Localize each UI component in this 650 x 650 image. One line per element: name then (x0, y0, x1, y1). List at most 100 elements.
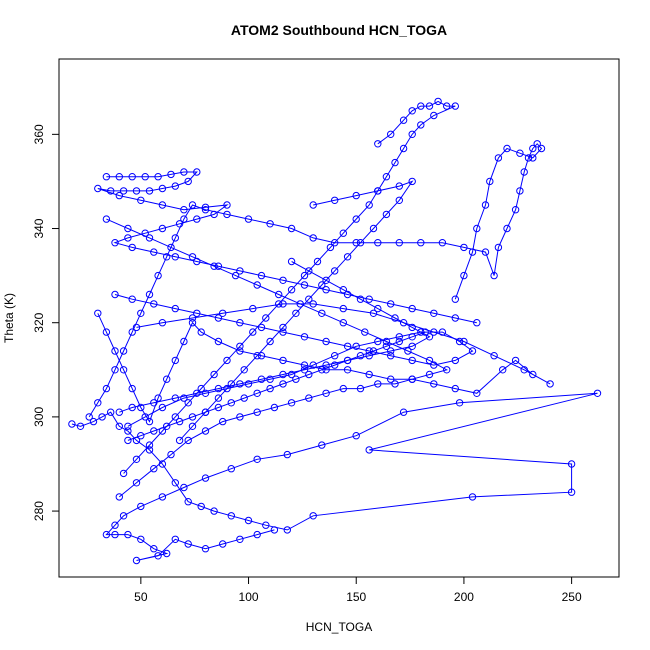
data-point (318, 441, 326, 449)
data-point (511, 206, 520, 214)
data-point (408, 130, 416, 139)
data-point (382, 210, 391, 219)
data-point (244, 516, 253, 525)
data-point (279, 356, 287, 365)
x-axis-label: HCN_TOGA (306, 620, 372, 634)
data-point (141, 173, 149, 181)
data-point (236, 347, 244, 355)
data-point (352, 432, 360, 440)
x-tick-label-3: 200 (454, 590, 474, 604)
data-point (356, 239, 365, 247)
data-point (468, 248, 477, 256)
data-point (499, 366, 507, 374)
data-point (343, 290, 352, 299)
data-point (287, 224, 296, 233)
y-axis: 280 300 320 340 360 (32, 124, 59, 521)
data-point (339, 286, 347, 294)
data-point (270, 403, 279, 412)
data-point (253, 408, 261, 416)
data-point (150, 465, 158, 473)
data-point (391, 158, 399, 167)
data-point (89, 417, 98, 426)
data-point (318, 309, 326, 317)
data-point (279, 380, 287, 388)
data-point (128, 403, 136, 412)
data-point (253, 455, 261, 463)
data-point (382, 173, 391, 181)
data-point (184, 540, 192, 548)
data-point (481, 201, 490, 209)
series-line-2 (97, 171, 477, 324)
data-point (279, 276, 287, 284)
data-point (451, 356, 459, 365)
data-point (171, 535, 180, 543)
data-point (417, 239, 425, 247)
data-point (132, 187, 141, 195)
data-point (158, 319, 167, 327)
data-point (188, 314, 197, 322)
data-point (567, 460, 576, 468)
data-point (369, 309, 378, 317)
data-point (529, 154, 537, 162)
data-point (188, 319, 197, 327)
data-point (546, 380, 554, 388)
data-point (137, 309, 145, 317)
data-point (175, 417, 184, 426)
data-point (490, 352, 498, 360)
x-tick-label-1: 100 (239, 590, 259, 604)
data-point (150, 427, 158, 435)
data-point (494, 154, 503, 162)
data-point (503, 224, 511, 233)
data-point (331, 267, 339, 275)
data-point (425, 370, 434, 379)
data-point (296, 300, 304, 308)
data-point (201, 545, 210, 553)
data-point (279, 323, 287, 332)
data-point (408, 333, 416, 341)
data-point (249, 328, 257, 336)
data-point (102, 215, 111, 223)
data-point (339, 384, 347, 393)
data-point (184, 399, 192, 407)
series-5 (111, 290, 477, 430)
data-point (201, 203, 210, 212)
data-point (201, 389, 210, 397)
data-point (287, 370, 296, 379)
data-point (167, 243, 175, 252)
data-point (236, 319, 244, 327)
data-point (124, 224, 132, 233)
data-point (322, 286, 330, 294)
data-point (404, 347, 412, 355)
data-point (158, 201, 167, 209)
data-point (533, 140, 541, 148)
data-point (318, 366, 326, 374)
y-tick-label-3: 340 (32, 218, 46, 238)
data-point (253, 389, 261, 397)
data-point (132, 455, 141, 463)
data-point (387, 352, 395, 360)
data-point (322, 276, 330, 284)
data-point (309, 300, 317, 308)
data-point (331, 352, 339, 360)
data-point (115, 191, 124, 200)
data-point (253, 352, 261, 360)
data-point (102, 173, 111, 181)
x-tick-label-0: 50 (134, 590, 148, 604)
data-point (421, 328, 429, 336)
data-point (503, 144, 511, 153)
data-point (171, 304, 180, 313)
data-point (167, 450, 175, 459)
data-point (128, 328, 136, 336)
data-point (163, 549, 171, 558)
data-point (365, 446, 373, 454)
data-point (339, 229, 347, 237)
data-point (171, 253, 180, 261)
data-point (529, 370, 537, 379)
data-point (516, 187, 524, 195)
data-point (132, 556, 141, 565)
data-point (438, 239, 447, 247)
data-point (102, 530, 111, 539)
data-point (115, 408, 124, 416)
data-point (124, 436, 132, 445)
